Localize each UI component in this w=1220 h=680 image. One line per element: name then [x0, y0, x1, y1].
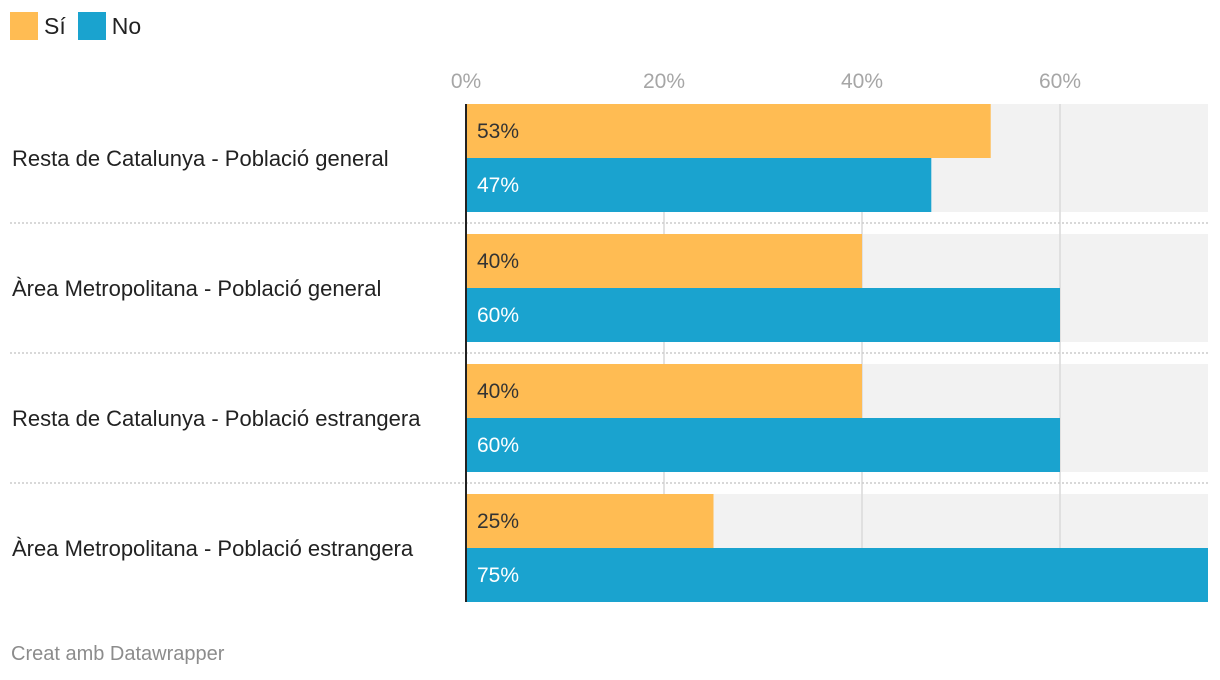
legend-item-si: Sí [10, 12, 66, 40]
bar-no [466, 158, 932, 212]
bar-value-label: 40% [477, 380, 519, 403]
category-label: Resta de Catalunya - Població general [12, 146, 389, 171]
legend: Sí No [10, 12, 153, 40]
bar-value-label: 40% [477, 250, 519, 273]
bar-no [466, 418, 1060, 472]
category-label: Àrea Metropolitana - Població estrangera [12, 536, 414, 561]
legend-swatch-si [10, 12, 38, 40]
bar-value-label: 60% [477, 434, 519, 457]
bar-si [466, 234, 862, 288]
legend-label-si: Sí [44, 12, 66, 39]
bar-value-label: 60% [477, 304, 519, 327]
bar-value-label: 75% [477, 564, 519, 587]
bar-value-label: 25% [477, 510, 519, 533]
bar-no [466, 288, 1060, 342]
footer-credit: Creat amb Datawrapper [11, 643, 225, 665]
legend-label-no: No [111, 12, 142, 39]
x-tick-label: 20% [643, 70, 685, 93]
bar-si [466, 104, 991, 158]
category-label: Resta de Catalunya - Població estrangera [12, 406, 421, 431]
x-tick-label: 0% [451, 70, 481, 93]
bar-si [466, 364, 862, 418]
x-tick-label: 40% [841, 70, 883, 93]
legend-swatch-no [77, 12, 106, 40]
x-tick-label: 60% [1039, 70, 1081, 93]
category-label: Àrea Metropolitana - Població general [12, 276, 381, 301]
bar-si [466, 494, 714, 548]
bar-no [466, 548, 1208, 602]
legend-item-no: No [77, 12, 142, 40]
bar-value-label: 53% [477, 120, 519, 143]
bar-value-label: 47% [477, 174, 519, 197]
